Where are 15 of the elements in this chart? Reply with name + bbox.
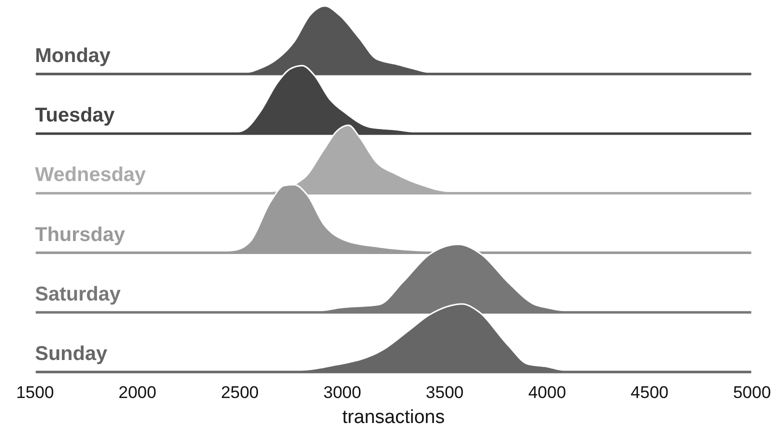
x-tick-label: 5000 xyxy=(733,383,771,402)
series-label: Thursday xyxy=(35,224,126,246)
series-label: Monday xyxy=(35,45,112,67)
series-label: Saturday xyxy=(35,283,122,306)
x-tick-label: 4000 xyxy=(528,383,566,402)
x-tick-label: 3500 xyxy=(426,383,464,402)
x-tick-label: 1500 xyxy=(16,383,54,402)
series-label: Sunday xyxy=(35,343,108,365)
x-tick-label: 4500 xyxy=(630,383,668,402)
series-label: Tuesday xyxy=(35,104,116,127)
x-axis-title: transactions xyxy=(342,407,445,428)
series-label: Wednesday xyxy=(35,164,147,186)
x-tick-label: 2500 xyxy=(220,383,259,402)
x-tick-label: 3000 xyxy=(323,383,362,402)
x-tick-label: 2000 xyxy=(118,383,156,402)
